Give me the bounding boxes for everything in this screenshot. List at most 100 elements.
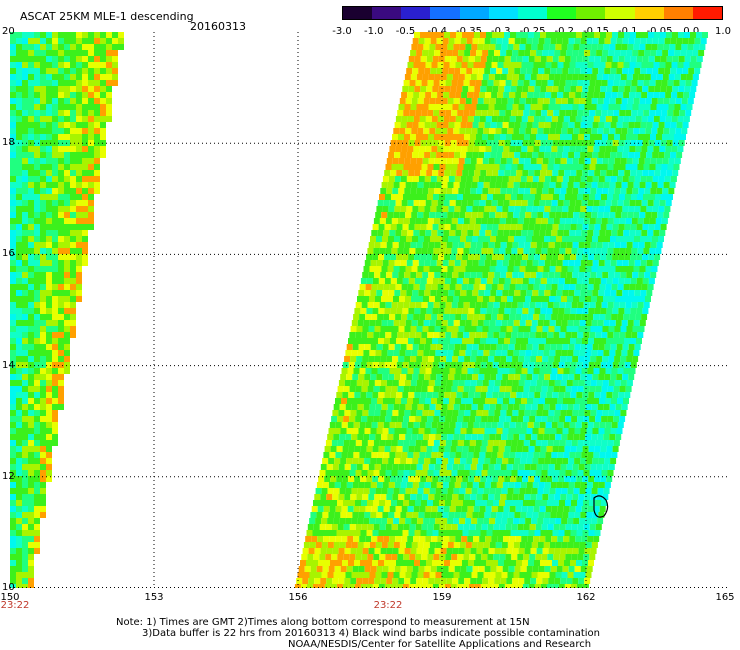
colorbar-label: 1.0 — [715, 26, 731, 37]
swath-cell — [520, 260, 527, 266]
colorbar-swatch — [634, 7, 664, 19]
swath-cell — [28, 338, 34, 344]
swath-cell — [344, 356, 351, 362]
swath-cell — [334, 458, 341, 464]
swath-cell — [396, 338, 402, 344]
swath-cell — [521, 398, 527, 404]
swath-cell — [16, 32, 22, 38]
swath-cell — [479, 62, 486, 68]
swath-cell — [575, 398, 581, 404]
swath-cell — [589, 470, 596, 476]
swath-cell — [375, 212, 382, 218]
swath-cell — [575, 422, 582, 428]
swath-cell — [529, 110, 536, 116]
swath-cell — [506, 50, 513, 56]
swath-cell — [583, 218, 590, 224]
swath-cell — [354, 308, 361, 314]
swath-cell — [482, 272, 489, 278]
swath-cell — [34, 548, 40, 554]
swath-cell — [336, 392, 343, 398]
swath-cell — [470, 410, 477, 416]
swath-cell — [597, 128, 604, 134]
swath-cell — [331, 440, 338, 446]
swath-cell — [441, 320, 448, 326]
swath-cell — [608, 104, 615, 110]
swath-cell — [361, 416, 368, 422]
swath-cell — [398, 410, 405, 416]
swath-cell — [468, 446, 475, 452]
swath-cell — [468, 170, 475, 176]
swath-cell — [555, 488, 562, 494]
swath-cell — [395, 200, 402, 206]
swath-cell — [483, 320, 490, 326]
swath-cell — [508, 68, 515, 74]
swath-cell — [94, 176, 100, 182]
swath-cell — [399, 488, 406, 494]
swath-cell — [10, 482, 16, 488]
swath-cell — [88, 44, 94, 50]
swath-cell — [417, 182, 424, 188]
swath-cell — [484, 428, 491, 434]
swath-cell — [510, 308, 517, 314]
swath-cell — [537, 44, 544, 50]
swath-cell — [416, 494, 423, 500]
swath-cell — [576, 362, 583, 368]
swath-cell — [643, 164, 650, 170]
swath-cell — [549, 212, 556, 218]
swath-cell — [600, 446, 607, 452]
swath-cell — [513, 44, 520, 50]
swath-cell — [472, 68, 479, 74]
swath-cell — [633, 266, 640, 272]
swath-cell — [461, 146, 468, 152]
swath-cell — [431, 62, 438, 68]
swath-cell — [100, 98, 106, 104]
swath-cell — [437, 452, 444, 458]
swath-cell — [445, 80, 452, 86]
swath-cell — [443, 398, 449, 404]
swath-cell — [430, 428, 437, 434]
swath-cell — [456, 254, 463, 260]
swath-cell — [448, 236, 454, 242]
swath-cell — [489, 182, 496, 188]
swath-cell — [504, 56, 511, 62]
swath-cell — [490, 290, 497, 296]
swath-cell — [380, 326, 387, 332]
swath-cell — [486, 338, 492, 344]
swath-cell — [106, 50, 112, 56]
swath-cell — [407, 398, 413, 404]
swath-cell — [446, 356, 453, 362]
swath-cell — [451, 248, 458, 254]
swath-cell — [100, 86, 106, 92]
swath-cell — [376, 206, 383, 212]
swath-cell — [46, 386, 52, 392]
swath-cell — [562, 344, 569, 350]
swath-cell — [511, 164, 518, 170]
swath-cell — [325, 470, 332, 476]
swath-cell — [380, 356, 387, 362]
swath-cell — [521, 422, 528, 428]
swath-cell — [578, 326, 585, 332]
swath-cell — [507, 320, 514, 326]
swath-cell — [625, 164, 632, 170]
swath-cell — [460, 68, 467, 74]
swath-cell — [461, 452, 468, 458]
swath-cell — [568, 260, 575, 266]
swath-cell — [40, 392, 46, 398]
swath-cell — [335, 398, 341, 404]
swath-cell — [665, 146, 672, 152]
swath-cell — [417, 350, 424, 356]
swath-cell — [465, 266, 472, 272]
swath-cell — [397, 110, 404, 116]
swath-cell — [548, 74, 555, 80]
swath-cell — [622, 290, 629, 296]
swath-cell — [513, 182, 520, 188]
swath-cell — [526, 68, 533, 74]
swath-cell — [670, 68, 677, 74]
swath-cell — [656, 50, 663, 56]
swath-cell — [510, 392, 517, 398]
swath-cell — [88, 56, 94, 62]
swath-cell — [479, 452, 486, 458]
swath-cell — [381, 296, 387, 302]
swath-cell — [695, 62, 702, 68]
swath-cell — [460, 344, 467, 350]
